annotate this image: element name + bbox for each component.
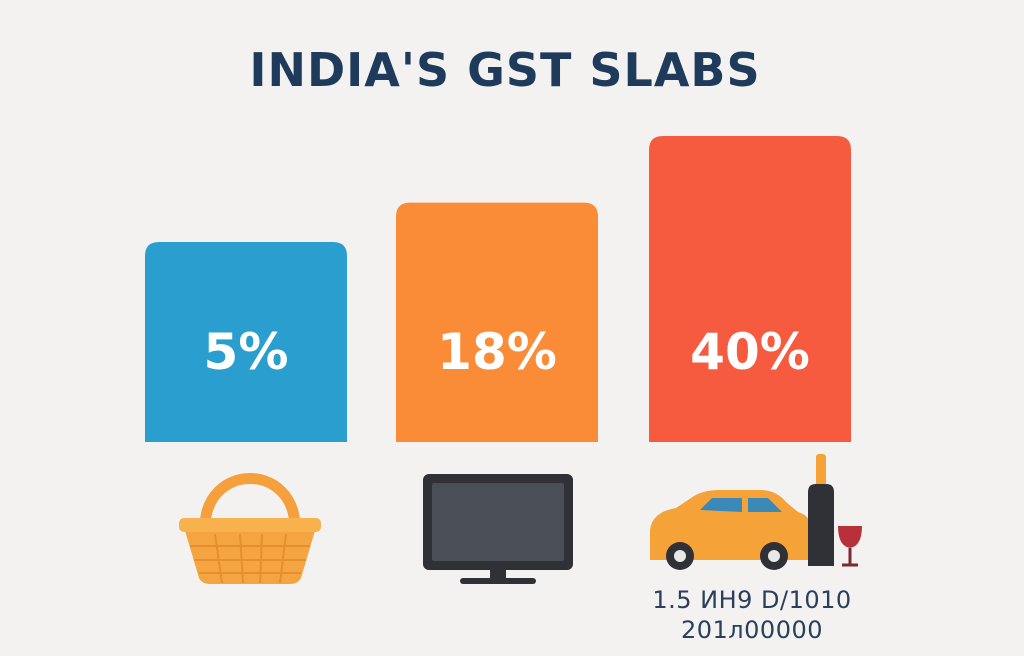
bars-group: 5% 18% 40% <box>145 136 851 442</box>
chart-title: INDIA'S GST SLABS <box>249 43 760 97</box>
annotation-line-2: 201л00000 <box>681 616 823 644</box>
bar-value-label: 40% <box>690 323 810 381</box>
bar-5-percent <box>145 242 347 442</box>
basket-icon <box>179 473 321 584</box>
car-and-wine-icon <box>650 454 862 570</box>
bar-40-percent <box>649 136 851 442</box>
bar-value-label: 18% <box>437 323 557 381</box>
bar-18-percent <box>396 202 598 442</box>
annotation-line-1: 1.5 ИН9 D/1010 <box>652 586 851 614</box>
bar-value-label: 5% <box>204 323 289 381</box>
television-icon <box>423 474 573 584</box>
